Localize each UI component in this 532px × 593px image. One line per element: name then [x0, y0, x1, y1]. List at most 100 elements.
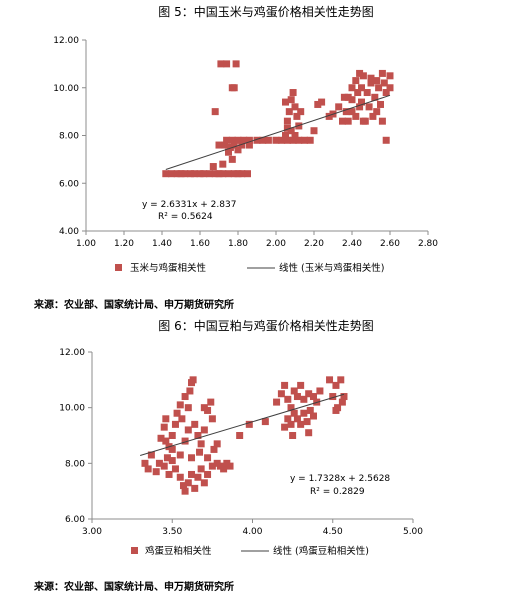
chart-1-x-tick-label: 1.00	[76, 239, 96, 249]
chart-1-data-point	[259, 136, 267, 144]
chart-1-data-point	[378, 117, 386, 125]
chart-1-data-point	[365, 103, 373, 111]
chart-1-data-point	[354, 89, 362, 97]
chart-1-data-point	[282, 98, 289, 106]
chart-2-data-point	[204, 470, 212, 478]
chart-1-data-point	[245, 141, 253, 149]
figure-6-title: 图 6：中国豆粕与鸡蛋价格相关性走势图	[158, 319, 374, 333]
chart-1-x-tick-label: 2.40	[342, 239, 362, 249]
chart-1-data-point	[200, 170, 208, 178]
chart-2-data-point	[141, 459, 149, 467]
chart-2-data-point	[281, 423, 289, 431]
chart-2-data-point	[245, 420, 253, 428]
chart-2-data-point	[208, 462, 216, 470]
chart-1-data-point	[348, 96, 356, 104]
chart-2-data-point	[191, 484, 199, 492]
chart-1-data-point	[348, 84, 356, 92]
chart-1-legend-marker	[115, 264, 122, 271]
chart-1-data-point	[283, 124, 291, 132]
chart-2-data-point	[168, 432, 176, 439]
chart-1-data-point	[344, 117, 352, 125]
chart-1-data-point	[278, 136, 286, 144]
chart-1-data-point	[181, 170, 189, 178]
chart-2-data-point	[284, 415, 292, 423]
chart-1-data-point	[221, 141, 229, 149]
chart-2-data-point	[300, 395, 308, 403]
chart-1-data-point	[297, 108, 305, 116]
chart-2-data-point	[178, 415, 186, 423]
chart-1-data-point	[361, 117, 369, 125]
chart-2-legend: 鸡蛋豆粕相关性 线性 (鸡蛋豆粕相关性)	[131, 545, 369, 557]
chart-1-data-point	[373, 77, 381, 85]
chart-1-data-point	[219, 160, 227, 168]
chart-1-data-point	[342, 108, 350, 116]
chart-1-data-point	[240, 136, 248, 144]
chart-1-data-point	[217, 60, 225, 68]
chart-1-data-point	[173, 170, 181, 178]
chart-1-x-tick-label: 2.00	[266, 239, 286, 249]
chart-1-y-tick-label: 4.00	[59, 227, 79, 237]
chart-2-data-point	[196, 448, 204, 456]
chart-1-data-point	[335, 103, 343, 111]
chart-1-data-point	[325, 112, 333, 120]
chart-2-data-point	[208, 415, 216, 423]
chart-1-data-point	[253, 136, 261, 144]
chart-2-axes: 3.00 3.50 4.00 4.50 5.00 6.00 8.00 10.00 12.00	[59, 348, 423, 537]
chart-1-axes: 1.00 1.20 1.40 1.60 1.80 2.00 2.20 2.40 2.60 2.80…	[53, 36, 438, 249]
chart-2-data-point	[188, 470, 196, 478]
chart-2-data-point	[181, 487, 189, 495]
chart-1-data-point	[363, 89, 371, 97]
chart-1-x-tick-label: 2.20	[304, 239, 324, 249]
chart-1-data-point	[211, 108, 219, 116]
chart-1-data-point	[295, 136, 303, 144]
chart-1-data-point	[230, 141, 238, 149]
chart-2-trendline	[140, 393, 345, 456]
chart-1-data-point	[371, 93, 379, 101]
chart-1-data-point	[375, 84, 383, 92]
chart-1-y-tick-label: 8.00	[59, 132, 79, 142]
chart-2-points	[141, 376, 348, 495]
chart-1-data-point	[206, 170, 213, 178]
chart-2-legend-marker	[131, 547, 138, 554]
chart-1-data-point	[283, 117, 291, 125]
chart-1-data-point	[293, 112, 301, 120]
chart-1-data-point	[225, 148, 232, 156]
chart-2-y-tick-label: 6.00	[65, 515, 85, 525]
chart-2-data-point	[163, 454, 171, 462]
chart-1-data-point	[209, 163, 217, 171]
chart-1-data-point	[283, 136, 291, 144]
chart-1-data-point	[238, 141, 246, 149]
chart-2-data-point	[329, 393, 337, 401]
chart-1-trendline	[165, 94, 391, 170]
chart-1-x-tick-label: 2.60	[380, 239, 400, 249]
chart-1-data-point	[373, 108, 381, 116]
chart-1-data-point	[306, 136, 314, 144]
chart-2-x-tick-label: 4.00	[242, 527, 262, 537]
chart-2-data-point	[168, 445, 176, 453]
chart-1-data-point	[310, 127, 318, 135]
chart-2-equation: y = 1.7328x + 2.5628	[290, 474, 390, 484]
chart-1-y-tick-label: 10.00	[53, 84, 79, 94]
chart-2-data-point	[290, 387, 298, 395]
chart-2-x-tick-label: 3.00	[82, 527, 102, 537]
chart-1-data-point	[187, 170, 194, 178]
chart-2-trendline-group	[140, 393, 345, 456]
chart-2-data-point	[168, 457, 176, 465]
chart-2-data-point	[165, 470, 173, 478]
chart-1-x-tick-label: 2.80	[418, 239, 438, 249]
chart-2-data-point	[176, 401, 184, 409]
chart-2-data-point	[213, 440, 221, 448]
chart-1-data-point	[177, 170, 185, 178]
chart-2-legend-scatter-label: 鸡蛋豆粕相关性	[145, 545, 212, 557]
chart-2-data-point	[157, 434, 165, 442]
chart-1-data-point	[359, 72, 367, 80]
chart-1-data-point	[380, 79, 388, 87]
chart-1-data-point	[377, 100, 384, 108]
chart-1-data-point	[230, 170, 238, 178]
chart-2-data-point	[316, 387, 324, 395]
chart-1-data-point	[382, 136, 390, 144]
chart-2-data-point	[287, 420, 295, 428]
chart-1-data-point	[226, 143, 234, 151]
chart-1-data-point	[352, 112, 360, 120]
chart-1-data-point	[287, 96, 295, 104]
